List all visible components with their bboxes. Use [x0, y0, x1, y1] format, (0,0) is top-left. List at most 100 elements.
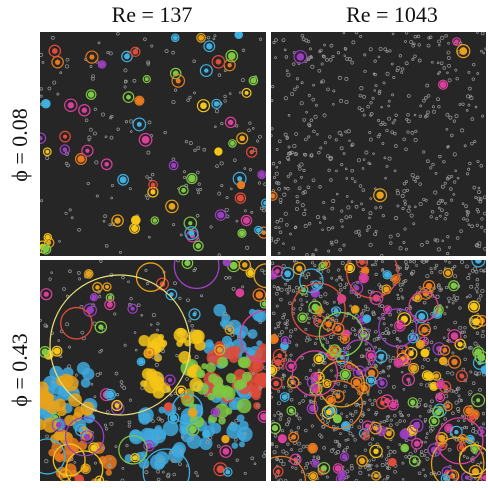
- cluster-ring: [43, 232, 53, 242]
- cluster-ring: [467, 300, 481, 313]
- cluster-core: [367, 352, 375, 360]
- cluster-ring: [40, 243, 52, 255]
- cluster-core: [216, 347, 223, 353]
- cluster-ring: [170, 33, 180, 43]
- cluster-ring: [401, 373, 416, 387]
- cluster-ring: [172, 393, 203, 425]
- cluster-core: [247, 269, 254, 277]
- column-label: Re = 1043: [346, 2, 438, 27]
- cluster-core: [273, 380, 279, 387]
- cluster-ring: [184, 226, 199, 241]
- cluster-core: [225, 469, 231, 475]
- cluster-ring: [51, 412, 61, 423]
- cluster-ring: [356, 260, 369, 269]
- cluster-ring: [211, 55, 226, 69]
- cluster-ring: [186, 229, 199, 243]
- cluster-particle: [103, 480, 109, 481]
- cluster-core: [250, 77, 257, 84]
- cluster-core: [214, 147, 223, 156]
- cluster-ring: [399, 429, 410, 440]
- cluster-core: [320, 465, 327, 472]
- cluster-core: [227, 327, 232, 332]
- cluster-core: [79, 428, 84, 433]
- cluster-ring: [40, 288, 53, 301]
- cluster-core: [312, 385, 319, 393]
- cluster-ring: [272, 466, 284, 477]
- cluster-core: [373, 448, 379, 455]
- cluster-core: [83, 433, 91, 441]
- cluster-particle: [40, 391, 53, 405]
- cluster-ring: [337, 294, 347, 304]
- cluster-core: [335, 393, 341, 399]
- cluster-core: [216, 465, 225, 474]
- cluster-core: [170, 162, 177, 168]
- cluster-ring: [85, 50, 99, 64]
- cluster-ring: [446, 469, 460, 481]
- cluster-ring: [165, 199, 179, 214]
- cluster-ring: [435, 432, 448, 445]
- cluster-ring: [455, 369, 468, 383]
- cluster-core: [242, 216, 250, 224]
- cluster-core: [471, 467, 480, 476]
- cluster-ring: [180, 389, 194, 404]
- cluster-ring: [130, 453, 140, 463]
- cluster-ring: [52, 443, 86, 477]
- cluster-core: [288, 408, 294, 414]
- cluster-core: [422, 289, 430, 297]
- cluster-core: [95, 285, 100, 290]
- cluster-core: [192, 312, 197, 317]
- cluster-core: [373, 473, 379, 479]
- cluster-core: [386, 430, 392, 437]
- cluster-particle: [256, 373, 266, 386]
- cluster-core: [236, 194, 244, 202]
- cluster-core: [184, 260, 191, 267]
- cluster-ring: [339, 452, 350, 462]
- cluster-ring: [471, 260, 486, 268]
- cluster-core: [188, 230, 195, 237]
- cluster-core: [288, 363, 294, 369]
- cluster-core: [195, 243, 202, 249]
- cluster-ring: [408, 455, 421, 467]
- cluster-core: [454, 429, 459, 435]
- cluster-ring: [339, 333, 350, 344]
- cluster-ring: [164, 374, 176, 386]
- cluster-ring: [408, 291, 439, 322]
- cluster-core: [141, 135, 150, 144]
- cluster-ring: [214, 344, 226, 356]
- cluster-ring: [104, 388, 116, 401]
- cluster-core: [325, 320, 332, 328]
- cluster-ring: [344, 262, 355, 274]
- cluster-ring: [468, 464, 483, 479]
- cluster-core: [222, 448, 230, 455]
- cluster-ring: [257, 170, 266, 180]
- cluster-particle: [221, 386, 236, 401]
- cluster-ring: [179, 425, 189, 435]
- cluster-ring: [465, 434, 475, 445]
- cluster-ring: [74, 474, 85, 481]
- cluster-core: [389, 401, 397, 409]
- cluster-ring: [214, 147, 223, 156]
- cluster-ring: [59, 144, 71, 155]
- cluster-core: [379, 400, 385, 406]
- cluster-core: [114, 403, 120, 408]
- cluster-ring: [350, 376, 363, 389]
- cluster-core: [352, 306, 359, 313]
- cluster-particle: [231, 442, 239, 449]
- cluster-core: [438, 434, 446, 442]
- cluster-ring: [150, 216, 160, 225]
- cluster-ring: [64, 416, 105, 457]
- cluster-ring: [435, 379, 446, 390]
- cluster-particle: [154, 460, 165, 470]
- cluster-ring: [219, 444, 233, 458]
- cluster-ring: [371, 471, 381, 481]
- cluster-core: [459, 373, 465, 379]
- cluster-core: [299, 314, 306, 321]
- cluster-core: [150, 189, 156, 195]
- cluster-core: [249, 149, 254, 155]
- cluster-ring: [60, 306, 93, 340]
- cluster-core: [363, 315, 371, 322]
- cluster-ring: [144, 347, 155, 358]
- cluster-ring: [313, 314, 326, 328]
- cluster-ring: [228, 139, 237, 148]
- cluster-ring: [432, 406, 445, 419]
